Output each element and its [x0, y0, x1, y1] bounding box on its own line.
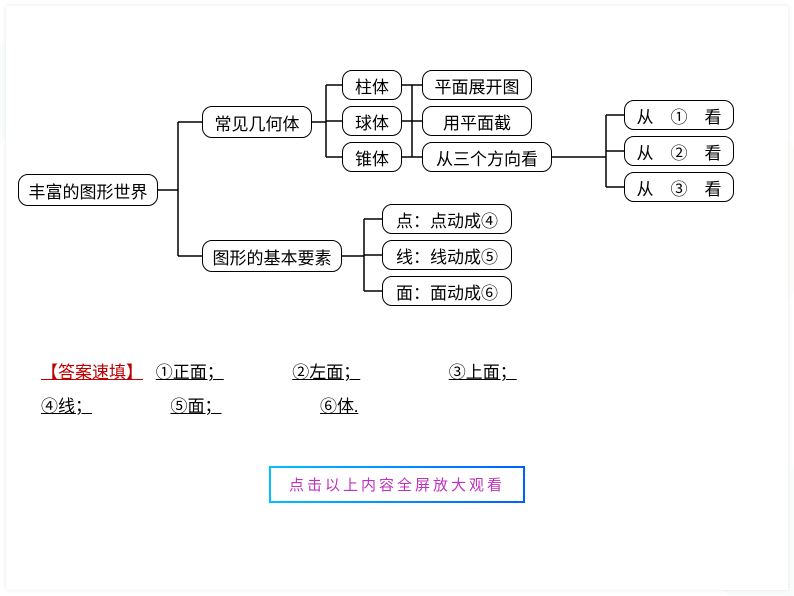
answer-5: ⑤面； [171, 390, 222, 424]
node-view-3: 从 ③ 看 [624, 172, 734, 202]
answer-2: ②左面； [292, 356, 360, 390]
node-label: 丰富的图形世界 [29, 178, 148, 203]
node-label: 图形的基本要素 [213, 244, 332, 269]
node-cone: 锥体 [342, 142, 402, 172]
node-label: 用平面截 [443, 109, 511, 134]
answer-6: ⑥体. [320, 390, 358, 424]
node-net: 平面展开图 [422, 70, 532, 100]
node-cross-section: 用平面截 [422, 106, 532, 136]
answer-4: ④线； [41, 390, 92, 424]
node-label: 平面展开图 [435, 73, 520, 98]
node-label: 从三个方向看 [436, 145, 538, 170]
node-label: 从 ① 看 [637, 103, 722, 128]
node-surface: 面：面动成⑥ [382, 276, 512, 306]
node-three-views: 从三个方向看 [422, 142, 552, 172]
node-label: 从 ② 看 [637, 139, 722, 164]
page-card: 丰富的图形世界 常见几何体 图形的基本要素 柱体 球体 锥体 平面展开图 用平面… [6, 6, 788, 590]
node-label: 从 ③ 看 [637, 175, 722, 200]
node-prism: 柱体 [342, 70, 402, 100]
node-line: 线：线动成⑤ [382, 240, 512, 270]
answer-label: 【答案速填】 [41, 363, 143, 382]
answer-block: 【答案速填】 ①正面； ②左面； ③上面； ④线； ⑤面； ⑥体. [41, 356, 761, 424]
zoom-fullscreen-button[interactable]: 点击以上内容全屏放大观看 [269, 466, 525, 503]
answer-3: ③上面； [449, 356, 517, 390]
node-label: 柱体 [355, 73, 389, 98]
node-sphere: 球体 [342, 106, 402, 136]
node-label: 常见几何体 [215, 110, 300, 135]
node-label: 线：线动成⑤ [396, 243, 498, 268]
zoom-button-label: 点击以上内容全屏放大观看 [289, 478, 505, 494]
node-point: 点：点动成④ [382, 204, 512, 234]
node-label: 点：点动成④ [396, 207, 498, 232]
node-root: 丰富的图形世界 [18, 174, 158, 206]
node-common-solids: 常见几何体 [202, 106, 312, 138]
node-view-2: 从 ② 看 [624, 136, 734, 166]
node-basic-elements: 图形的基本要素 [202, 240, 342, 272]
node-label: 面：面动成⑥ [396, 279, 498, 304]
node-view-1: 从 ① 看 [624, 100, 734, 130]
node-label: 球体 [355, 109, 389, 134]
node-label: 锥体 [355, 145, 389, 170]
answer-1: ①正面； [156, 356, 224, 390]
